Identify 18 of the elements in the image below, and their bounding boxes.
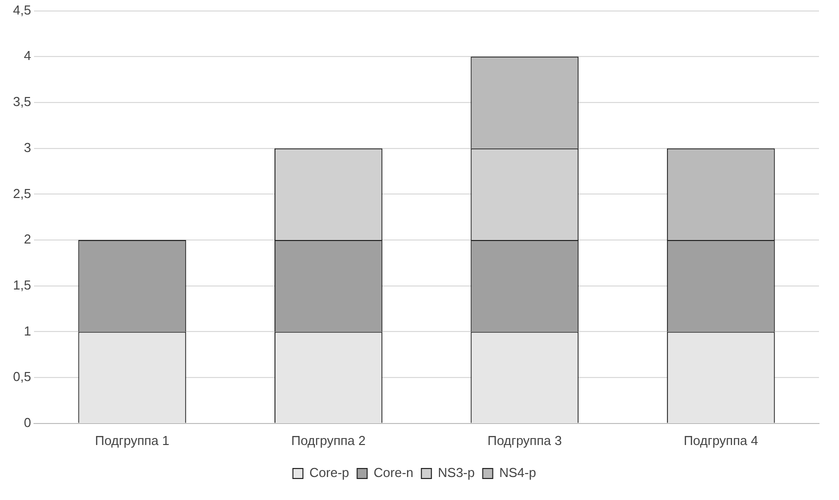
legend-label: Core-n (374, 465, 414, 480)
y-tick-label: 4 (24, 48, 32, 64)
x-tick-label: Подгруппа 4 (684, 432, 758, 448)
x-tick-label: Подгруппа 3 (487, 432, 562, 448)
legend-label: NS4-p (499, 465, 536, 480)
y-tick-label: 0 (24, 414, 32, 430)
y-tick-label: 2 (24, 232, 32, 247)
y-tick-label: 2,5 (12, 186, 32, 201)
x-tick-label: Подгруппа 1 (95, 432, 170, 448)
y-tick-label: 1 (24, 323, 32, 338)
y-tick-label: 4,5 (12, 2, 32, 18)
legend-label: Core-p (309, 465, 350, 480)
legend-label: NS3-p (438, 465, 475, 480)
y-tick-label: 3 (24, 140, 32, 155)
y-tick-label: 3,5 (12, 94, 32, 110)
x-tick-label: Подгруппа 2 (291, 432, 366, 448)
y-tick-label: 1,5 (12, 277, 32, 292)
y-tick-label: 0,5 (12, 369, 32, 384)
